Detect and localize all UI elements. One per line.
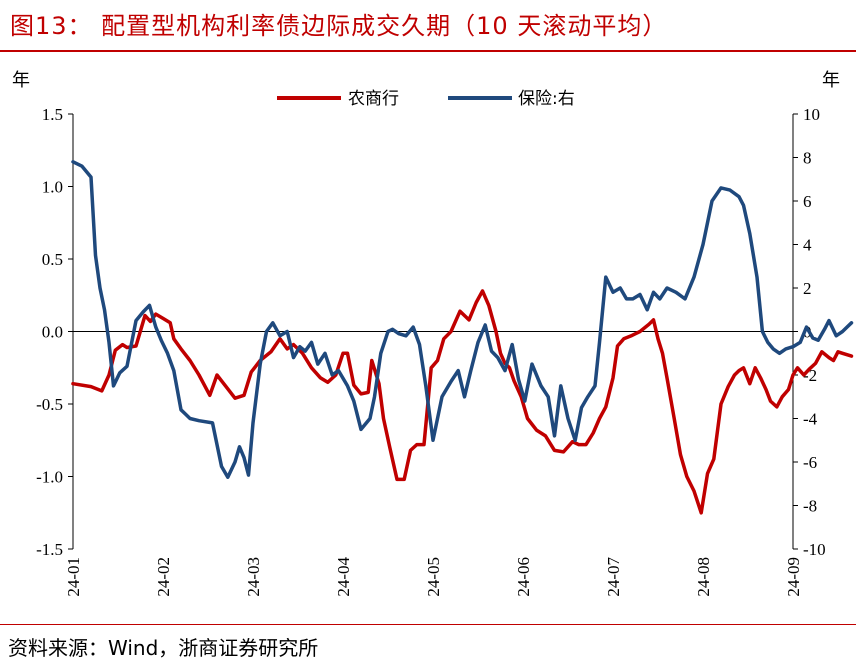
right-tick-label: 8 [803,149,812,168]
x-tick-label: 24-01 [64,557,83,597]
right-tick-label: -8 [803,497,817,516]
x-tick-label: 24-02 [154,557,173,597]
left-tick-label: 0.0 [42,323,63,342]
chart-legend: 农商行 保险:右 [277,89,575,109]
legend-label-2: 保险:右 [518,89,575,109]
left-tick-label: 1.0 [42,178,63,197]
series-line-2 [71,160,854,479]
line-chart: 1.51.00.50.0-0.5-1.0-1.51086420-2-4-6-8-… [36,89,854,597]
x-tick-label: 24-07 [604,557,623,597]
chart-title: 图13： 配置型机构利率债边际成交久期（10 天滚动平均） [10,12,668,40]
right-tick-label: -10 [803,540,826,559]
left-axis-unit: 年 [12,70,30,91]
right-tick-label: 2 [803,279,812,298]
right-tick-label: -6 [803,453,817,472]
left-tick-label: -0.5 [36,395,63,414]
chart-lines [71,160,854,515]
left-tick-label: -1.5 [36,540,63,559]
source-note: 资料来源：Wind，浙商证券研究所 [8,636,319,660]
x-tick-label: 24-04 [334,557,353,597]
left-tick-label: -1.0 [36,468,63,487]
left-tick-label: 1.5 [42,105,63,124]
chart-axes: 1.51.00.50.0-0.5-1.0-1.51086420-2-4-6-8-… [36,105,826,597]
left-tick-label: 0.5 [42,250,63,269]
right-tick-label: 4 [803,236,812,255]
x-tick-label: 24-08 [694,557,713,597]
right-axis-unit: 年 [822,70,840,91]
x-tick-label: 24-03 [244,557,263,597]
legend-label-1: 农商行 [348,89,399,109]
x-tick-label: 24-06 [514,557,533,597]
footer-rule [0,624,856,625]
right-tick-label: 10 [803,105,820,124]
x-tick-label: 24-09 [784,557,803,597]
title-rule [0,50,856,52]
right-tick-label: 6 [803,192,812,211]
right-tick-label: -4 [803,410,818,429]
x-tick-label: 24-05 [424,557,443,597]
series-line-1 [71,289,854,515]
right-tick-label: 0 [803,323,812,342]
